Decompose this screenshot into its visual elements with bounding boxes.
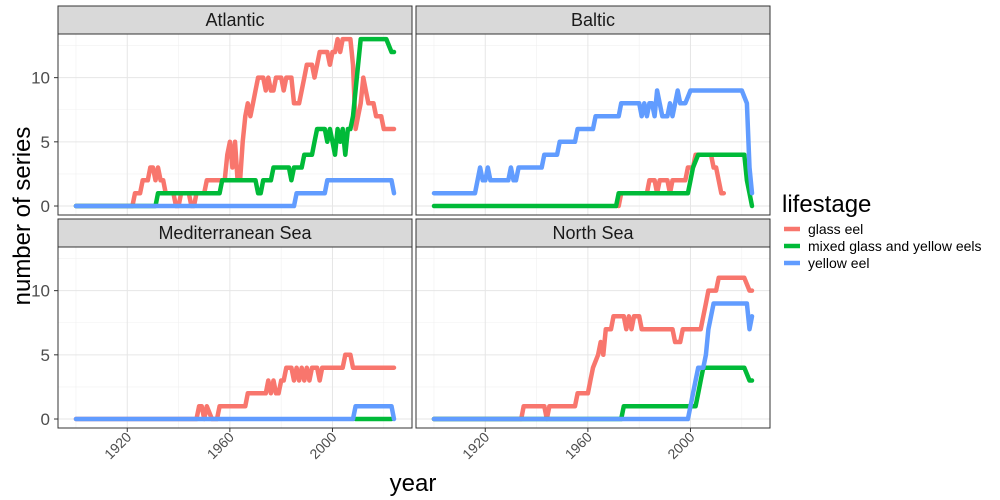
- y-axis-title: number of series: [9, 127, 36, 306]
- series-line-glass-eel: [616, 152, 727, 209]
- panel-border: [415, 246, 771, 429]
- panel-baltic: Baltic: [415, 5, 771, 216]
- strip-atlantic: [57, 5, 413, 35]
- x-tick-label: 1920: [101, 429, 134, 462]
- panels: Atlantic 0 5 10 Baltic Mediterranean Sea 0 5 10 1…: [31, 5, 771, 462]
- panel-border: [415, 33, 771, 216]
- series-line-mixed-glass-and-yellow-eels: [431, 365, 755, 422]
- y-tick-label: 10: [31, 69, 50, 88]
- y-tick-label: 10: [31, 282, 50, 301]
- x-tick-label: 2000: [664, 429, 697, 462]
- legend-item-mixed-glass-and-yellow-eels: mixed glass and yellow eels: [784, 238, 982, 254]
- x-tick-label: 1960: [204, 429, 237, 462]
- strip-mediterranean-sea: [57, 218, 413, 248]
- x-axis-title: year: [390, 470, 437, 497]
- series-line-mixed-glass-and-yellow-eels: [431, 152, 755, 209]
- panel-mediterranean-sea: Mediterranean Sea 0 5 10 1920 1960 2000: [31, 218, 413, 462]
- panel-border: [57, 246, 413, 429]
- series-line-yellow-eel: [431, 301, 755, 422]
- plot-background: [416, 247, 770, 428]
- legend-item-glass-eel: glass eel: [784, 221, 863, 237]
- series-line-yellow-eel: [73, 178, 397, 209]
- panel-border: [57, 33, 413, 216]
- strip-title: Atlantic: [205, 10, 264, 30]
- x-tick-label: 2000: [306, 429, 339, 462]
- y-tick-label: 0: [41, 410, 50, 429]
- strip-title: North Sea: [552, 223, 634, 243]
- x-tick-label: 1920: [459, 429, 492, 462]
- y-tick-label: 5: [41, 346, 50, 365]
- series-line-yellow-eel: [431, 88, 755, 196]
- series-line-yellow-eel: [73, 403, 397, 422]
- panel-atlantic: Atlantic 0 5 10: [31, 5, 413, 216]
- legend-label: yellow eel: [808, 255, 869, 271]
- legend-label: mixed glass and yellow eels: [808, 238, 982, 254]
- series-line-mixed-glass-and-yellow-eels: [73, 36, 397, 209]
- series-line-glass-eel: [431, 275, 755, 422]
- plot-background: [58, 247, 412, 428]
- strip-title: Baltic: [571, 10, 615, 30]
- y-tick-label: 0: [41, 197, 50, 216]
- strip-north-sea: [415, 218, 771, 248]
- x-tick-label: 1960: [562, 429, 595, 462]
- legend-label: glass eel: [808, 221, 863, 237]
- panel-north-sea: North Sea 1920 1960 2000: [415, 218, 771, 462]
- strip-title: Mediterranean Sea: [158, 223, 312, 243]
- y-tick-label: 5: [41, 133, 50, 152]
- strip-baltic: [415, 5, 771, 35]
- legend-title: lifestage: [782, 191, 871, 218]
- legend-item-yellow-eel: yellow eel: [784, 255, 869, 271]
